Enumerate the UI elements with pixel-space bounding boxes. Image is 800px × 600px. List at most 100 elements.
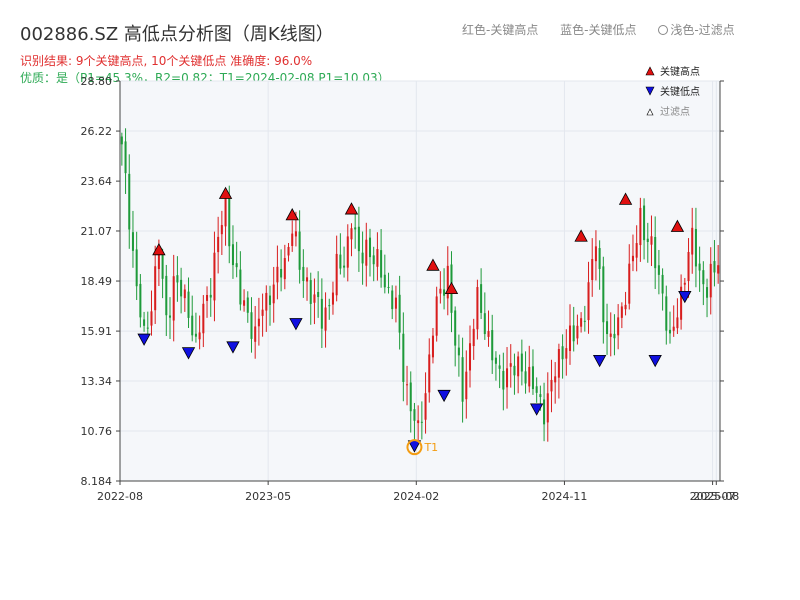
plot-area [119,80,720,482]
candle-body [202,303,205,334]
candle-body [209,294,212,298]
candle [639,197,642,262]
candle-body [557,349,560,378]
candle-body [609,333,612,337]
key-low-marker [529,403,544,416]
candle-body [309,280,312,304]
candle [331,281,334,315]
candle [124,128,127,194]
key-low-marker [592,354,607,368]
candle [306,267,309,301]
candle-body [228,197,231,247]
candle-body [328,305,331,307]
candle [646,222,649,263]
candle-body [402,333,405,382]
candle [202,295,205,348]
candle-body [139,283,142,318]
candle-body [409,382,412,412]
candle [483,292,486,340]
candle [561,334,564,379]
candle-body [354,227,357,230]
candle-body [280,268,283,278]
candle [691,207,694,274]
legend-low-icon [645,86,655,96]
candle [472,318,475,360]
candle-body [298,231,301,270]
candle [380,229,383,288]
candle-body [120,136,123,145]
y-tick-label: 28.80 [81,75,113,88]
candle [546,372,549,442]
candle [191,295,194,342]
candle [383,254,386,294]
t1-ring [406,439,423,456]
candle [154,245,157,324]
candle [198,315,201,350]
candle [176,256,179,302]
candle [339,233,342,275]
candle [435,286,438,342]
candle [194,312,197,343]
candle [276,245,279,300]
key-low-marker [648,354,662,368]
candle-body [257,318,260,327]
candle [635,225,638,272]
candle-body [624,304,627,310]
candle-body [143,319,146,326]
y-tick-label: 23.64 [81,175,113,188]
candle-body [265,292,268,311]
candle-body [628,263,631,304]
candle-body [157,254,160,270]
candle [524,351,527,394]
candle-body [461,357,464,402]
candle [657,249,660,295]
candle-body [313,294,316,303]
legend-high-icon [645,66,655,76]
candle-body [376,249,379,267]
legend-light-label: 浅色-过滤点 [670,23,735,37]
chart-title: 002886.SZ 高低点分析图（周K线图） [20,24,334,45]
candle-body [676,317,679,329]
key-high-marker [344,202,359,215]
key-low-marker [678,290,692,304]
candle-body [543,399,546,425]
candle-body [261,309,264,316]
legend-filtered-icon [646,108,654,116]
candle [309,272,312,325]
candle-body [546,393,549,423]
candle-body [487,331,490,337]
key-high-marker [426,258,440,271]
key-high-marker [218,186,233,199]
candle-body [680,286,683,320]
candle-body [135,249,138,287]
candle-body [550,379,553,392]
candle [146,311,149,335]
candle-body [650,236,653,245]
candle-body [287,246,290,256]
candle-body [446,265,449,299]
candle [172,254,175,342]
candle-body [276,266,279,283]
candle-body [306,277,309,282]
candle-body [480,284,483,313]
candle [265,285,268,332]
candle [357,206,360,272]
key-high-marker [618,192,633,205]
candle [602,256,605,344]
key-low-marker [137,333,151,346]
candle [502,352,505,411]
candle-body [394,297,397,309]
y-tick-label: 10.76 [81,425,113,438]
candle-body [598,248,601,269]
candle-body [631,255,634,262]
markers: T1 [137,186,692,456]
candle [680,274,683,330]
candle [443,268,446,310]
candle-body [183,289,186,299]
candle-body [687,252,690,282]
candle [509,344,512,388]
candle-body [431,335,434,358]
candle [398,275,401,350]
candle-body [691,227,694,255]
